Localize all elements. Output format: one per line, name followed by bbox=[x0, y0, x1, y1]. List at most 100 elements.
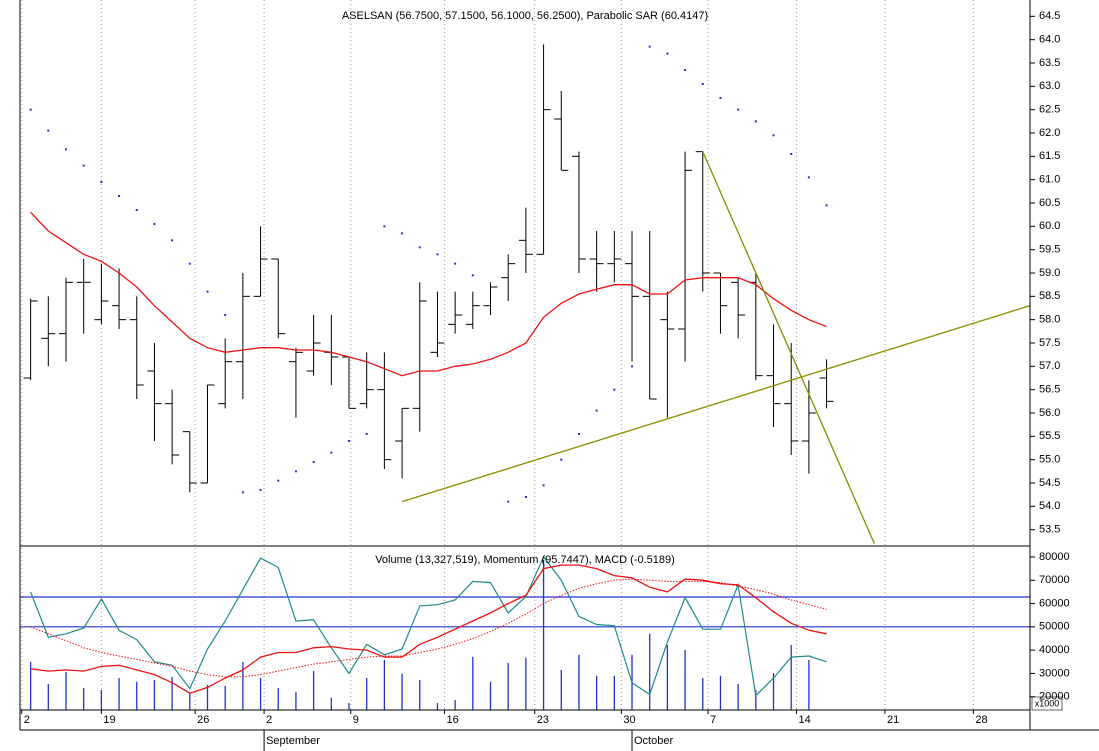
x-tick-label: 21 bbox=[887, 714, 899, 726]
sar-dot bbox=[436, 253, 439, 256]
y-tick-label: 60000 bbox=[1039, 597, 1070, 609]
y-tick-label: 59.5 bbox=[1039, 244, 1060, 256]
sar-dot bbox=[560, 458, 563, 461]
sar-dot bbox=[29, 108, 32, 111]
y-tick-label: 50000 bbox=[1039, 621, 1070, 633]
y-tick-label: 20000 bbox=[1039, 691, 1070, 703]
sar-dot bbox=[737, 108, 740, 111]
y-tick-label: 61.0 bbox=[1039, 174, 1060, 186]
sar-dot bbox=[241, 491, 244, 494]
y-tick-label: 55.5 bbox=[1039, 430, 1060, 442]
y-tick-label: 30000 bbox=[1039, 667, 1070, 679]
sar-dot bbox=[259, 489, 262, 491]
y-tick-label: 57.0 bbox=[1039, 360, 1060, 372]
sar-dot bbox=[135, 209, 138, 211]
y-tick-label: 60.0 bbox=[1039, 220, 1060, 232]
y-tick-label: 53.5 bbox=[1039, 524, 1060, 536]
sar-dot bbox=[542, 484, 545, 487]
x-tick-label: 14 bbox=[799, 714, 811, 726]
macd-line bbox=[30, 564, 827, 694]
y-tick-label: 62.0 bbox=[1039, 127, 1060, 139]
x-tick-label: 30 bbox=[623, 714, 635, 726]
y-tick-label: 58.5 bbox=[1039, 290, 1060, 302]
y-tick-label: 55.0 bbox=[1039, 454, 1060, 466]
y-tick-label: 58.0 bbox=[1039, 314, 1060, 326]
y-tick-label: 64.5 bbox=[1039, 10, 1060, 22]
sar-dot bbox=[507, 500, 510, 503]
sar-dot bbox=[277, 479, 280, 482]
x-tick-label: 28 bbox=[975, 714, 987, 726]
x-tick-label: 2 bbox=[266, 714, 272, 726]
y-tick-label: 59.0 bbox=[1039, 267, 1060, 279]
sar-dot bbox=[100, 181, 103, 183]
y-tick-label: 54.5 bbox=[1039, 477, 1060, 489]
indicator-pane bbox=[20, 555, 1030, 710]
sar-dot bbox=[365, 433, 368, 435]
sar-dot bbox=[383, 225, 386, 228]
sar-dot bbox=[171, 239, 174, 242]
sar-dot bbox=[118, 195, 121, 197]
sar-dot bbox=[772, 134, 775, 137]
month-label: September bbox=[266, 735, 320, 747]
sar-dot bbox=[825, 204, 828, 207]
y-tick-label: 63.5 bbox=[1039, 57, 1060, 69]
grid bbox=[21, 0, 974, 710]
moving-average bbox=[30, 211, 827, 377]
sar-dot bbox=[666, 52, 669, 55]
sar-dot bbox=[524, 496, 527, 498]
sar-dot bbox=[330, 451, 333, 454]
sar-dot bbox=[471, 274, 474, 277]
x-tick-label: 23 bbox=[537, 714, 549, 726]
y-tick-label: 40000 bbox=[1039, 644, 1070, 656]
y-tick-label: 56.5 bbox=[1039, 384, 1060, 396]
indicator-title: Volume (13,327,519), Momentum (95.7447),… bbox=[375, 554, 675, 566]
sar-dot bbox=[294, 470, 297, 473]
sar-dot bbox=[188, 262, 191, 265]
sar-dot bbox=[807, 176, 810, 179]
sar-dot bbox=[312, 461, 315, 463]
y-tick-label: 62.5 bbox=[1039, 104, 1060, 116]
chart-title: ASELSAN (56.7500, 57.1500, 56.1000, 56.2… bbox=[342, 10, 708, 22]
y-tick-label: 60.5 bbox=[1039, 197, 1060, 209]
sar-dot bbox=[206, 290, 209, 293]
y-tick-label: 80000 bbox=[1039, 551, 1070, 563]
sar-dot bbox=[613, 388, 616, 391]
sar-dot bbox=[684, 69, 687, 71]
sar-dot bbox=[719, 97, 722, 99]
sar-dot bbox=[648, 45, 651, 48]
momentum-line bbox=[30, 555, 827, 697]
y-tick-label: 61.5 bbox=[1039, 150, 1060, 162]
sar-dot bbox=[631, 365, 634, 368]
scale-note: x1000 bbox=[1035, 698, 1060, 708]
x-tick-label: 7 bbox=[710, 714, 716, 726]
sar-dot bbox=[64, 148, 67, 151]
y-tick-label: 64.0 bbox=[1039, 34, 1060, 46]
x-tick-label: 19 bbox=[103, 714, 115, 726]
y-tick-label: 70000 bbox=[1039, 574, 1070, 586]
y-tick-label: 54.0 bbox=[1039, 500, 1060, 512]
sar-dot bbox=[577, 433, 580, 435]
sar-dot bbox=[47, 129, 50, 132]
x-tick-label: 16 bbox=[447, 714, 459, 726]
y-tick-label: 56.0 bbox=[1039, 407, 1060, 419]
trend-line bbox=[702, 151, 875, 544]
x-tick-label: 2 bbox=[24, 714, 30, 726]
y-tick-label: 63.0 bbox=[1039, 80, 1060, 92]
month-label: October bbox=[634, 735, 673, 747]
sar-dot bbox=[454, 262, 457, 265]
axes bbox=[19, 0, 1099, 751]
price-pane bbox=[23, 44, 1030, 544]
trend-line bbox=[401, 305, 1030, 503]
sar-dot bbox=[418, 246, 421, 249]
sar-dot bbox=[224, 314, 227, 316]
sar-dot bbox=[401, 232, 404, 235]
signal-line bbox=[30, 578, 827, 678]
sar-dot bbox=[754, 120, 757, 123]
sar-dot bbox=[701, 83, 704, 85]
sar-dot bbox=[153, 223, 156, 225]
sar-dot bbox=[595, 409, 598, 412]
x-tick-label: 26 bbox=[197, 714, 209, 726]
sar-dot bbox=[348, 440, 351, 442]
scale-note-box bbox=[1031, 696, 1063, 711]
